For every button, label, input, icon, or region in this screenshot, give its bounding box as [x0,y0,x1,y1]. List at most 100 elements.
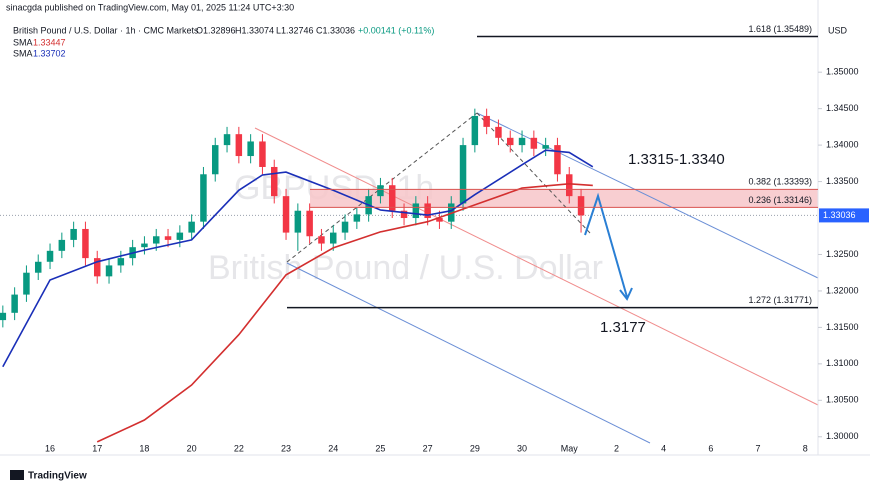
candle-body [58,239,66,251]
candle-body [495,126,502,138]
candle-body [329,232,337,244]
blue-channel-lower [286,262,651,444]
x-tick-label: 16 [45,443,55,453]
candle-body [117,258,125,266]
x-tick-label: 18 [139,443,149,453]
ohlc-open: O1.32896 [196,25,236,35]
candle-body [518,137,526,146]
candle-body [566,174,573,197]
legend-name: SMA [13,48,33,58]
candle-body [377,185,384,197]
candle-body [436,218,443,222]
y-tick-label: 1.34000 [826,139,859,149]
y-tick-label: 1.30000 [826,431,859,441]
x-tick-label: 25 [375,443,385,453]
y-tick-label: 1.32500 [826,249,859,259]
candle-body [188,221,195,233]
candle-body [34,261,42,273]
logo-icon [10,470,24,480]
candle-body [11,294,18,313]
x-tick-label: 29 [470,443,480,453]
candle-body [554,145,561,175]
x-tick-label: 23 [281,443,291,453]
candle-body [93,258,101,277]
candle-body [341,221,349,233]
x-tick-label: 17 [92,443,102,453]
candle-body [577,196,585,216]
x-tick-label: 4 [661,443,666,453]
x-tick-label: May [561,443,579,453]
candle-body [459,145,467,204]
ohlc-change: +0.00141 (+0.11%) [358,25,434,35]
candle-body [318,236,325,244]
candle-body [70,228,77,240]
candle-body [400,210,408,219]
candle-body [353,214,361,222]
candle-body [471,115,479,146]
candle-body [306,210,313,237]
candle-body [412,203,420,219]
plot-layer [0,108,594,443]
y-tick-label: 1.35000 [826,67,859,77]
x-tick-label: 20 [187,443,197,453]
candle-body [211,145,219,175]
candle-body [270,166,278,197]
y-tick-label: 1.31500 [826,322,859,332]
x-tick-label: 6 [708,443,713,453]
fib-level-label: 0.236 (1.33146) [748,195,812,205]
y-tick-label: 1.30500 [826,395,859,405]
candle-body [282,196,290,233]
y-tick-label: 1.32000 [826,285,859,295]
candle-body [542,145,549,149]
publisher: sinacgda published on TradingView.com, M… [6,2,294,12]
candle-body [105,265,113,277]
x-tick-label: 27 [423,443,433,453]
zone-annotation: 1.3315-1.3340 [628,151,725,168]
candle-body [424,203,431,219]
last-price-label: 1.33036 [823,210,856,220]
currency: USD [828,25,848,35]
candle-body [164,236,172,240]
x-tick-label: 22 [234,443,244,453]
fib-level-label: 1.618 (1.35489) [748,24,812,34]
zone-layer [0,189,818,216]
ohlc-low: L1.32746 [276,25,314,35]
candle-body [483,115,490,127]
footer-brand: TradingView [28,471,87,482]
candle-body [235,134,243,157]
candle-body [82,228,89,259]
forecast-arrowhead [619,287,633,301]
y-tick-label: 1.31000 [826,358,859,368]
symbol-description: British Pound / U.S. Dollar · 1h · CMC M… [13,25,199,35]
candle-body [176,232,184,240]
candle-body [46,250,54,262]
forecast-arrow [584,192,628,298]
resistance-zone [310,189,818,208]
x-tick-label: 7 [756,443,761,453]
candle-body [141,243,148,248]
fib-level-label: 0.382 (1.33393) [748,177,812,187]
candle-body [507,137,514,146]
candle-body [23,272,30,295]
y-tick-label: 1.34500 [826,103,859,113]
legend-name: SMA [13,37,33,47]
y-tick-label: 1.33500 [826,176,859,186]
x-tick-label: 8 [803,443,808,453]
x-tick-label: 2 [614,443,619,453]
candle-body [530,137,538,149]
candle-body [0,312,7,321]
candle-body [294,210,302,233]
candle-body [388,185,396,211]
sma-line [2,149,594,368]
watermark-description: British Pound / U.S. Dollar [208,249,603,287]
red-channel-line [254,127,819,406]
target-annotation: 1.3177 [600,319,646,336]
candle-body [200,174,207,222]
candle-body [152,236,160,244]
legend-value: 1.33447 [33,37,66,47]
fib-level-label: 1.272 (1.31771) [748,295,812,305]
candle-body [247,141,254,157]
ohlc-close: C1.33036 [316,25,355,35]
